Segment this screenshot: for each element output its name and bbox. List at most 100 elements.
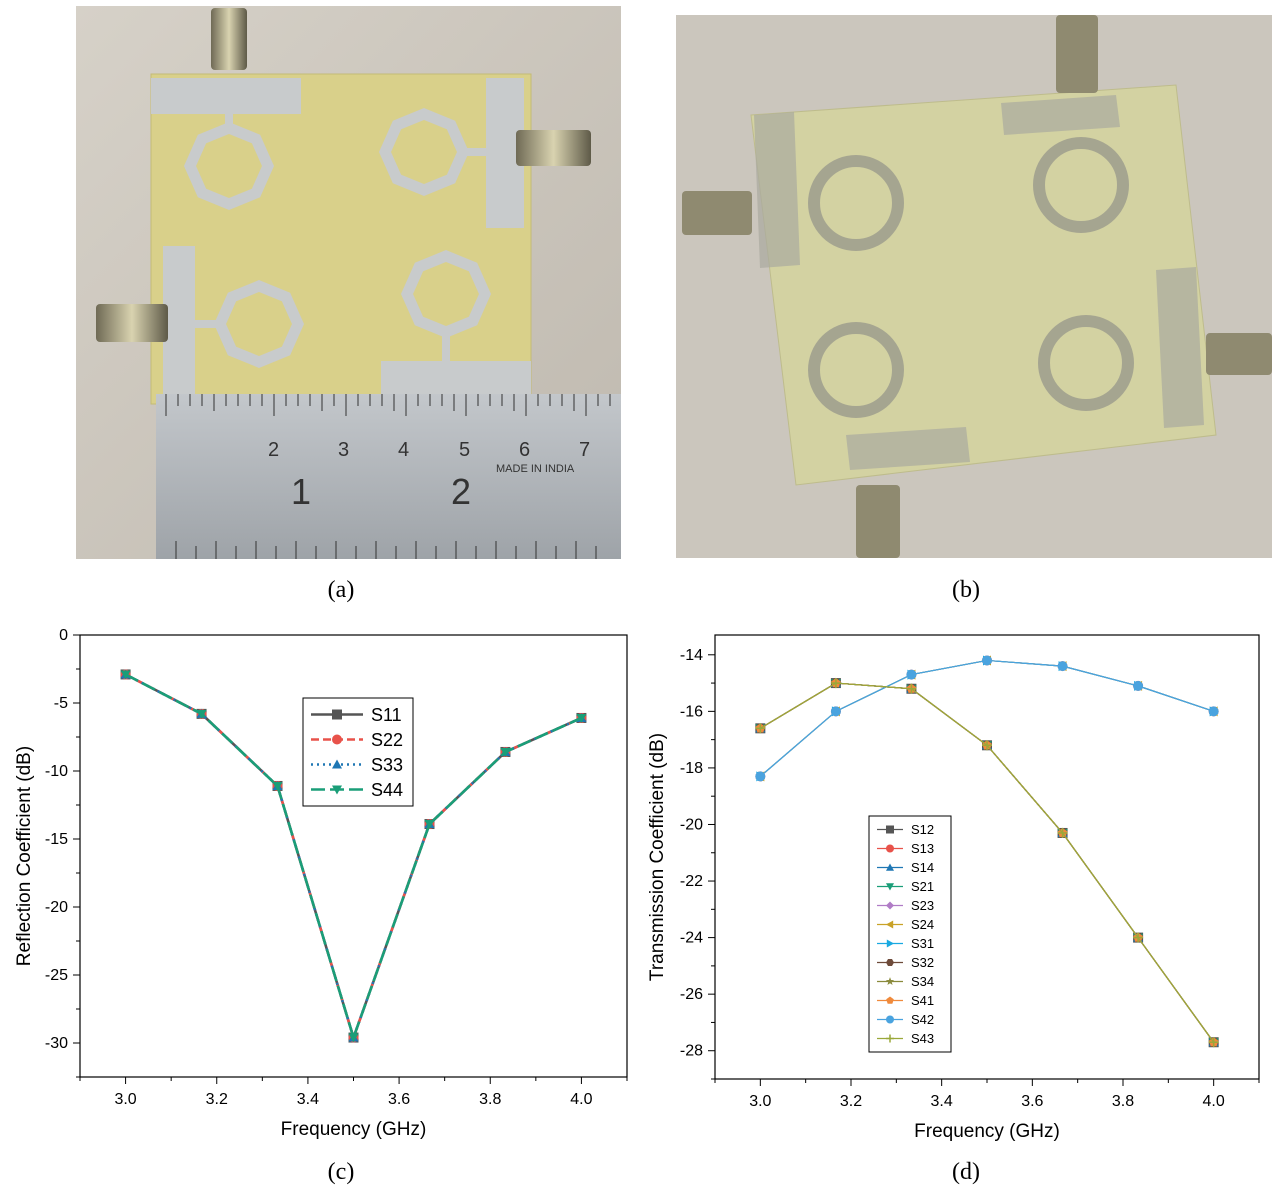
- series-s42: [755, 655, 1219, 782]
- x-axis-label: Frequency (GHz): [281, 1119, 427, 1140]
- ring-3: [213, 280, 305, 368]
- series-s14: [755, 678, 1219, 1047]
- legend-entry: S11: [311, 705, 402, 725]
- series-s13: [755, 655, 1219, 782]
- x-tick-label: 3.4: [297, 1091, 319, 1108]
- series-line: [760, 682, 1215, 1043]
- legend-entry: S31: [877, 936, 934, 951]
- ground-pad-bottom: [381, 361, 531, 395]
- ground-pads-back: [754, 95, 1204, 470]
- photo-antenna-front: 2 3 4 5 6 7 1 2 MADE IN INDIA: [76, 6, 621, 559]
- legend-entry: S33: [311, 755, 403, 775]
- ruler-labels: 2 3 4 5 6 7 1 2 MADE IN INDIA: [268, 439, 590, 512]
- caption-c: (c): [327, 1159, 355, 1185]
- x-tick-label: 3.0: [749, 1093, 771, 1110]
- series-s44: [120, 670, 587, 1043]
- data-point: [886, 825, 894, 834]
- data-point: [500, 747, 511, 757]
- data-point: [332, 759, 342, 769]
- ground-pad-left: [163, 246, 195, 396]
- data-point: [906, 669, 917, 680]
- ruler-number: 4: [398, 439, 409, 461]
- x-tick-label: 3.2: [206, 1091, 228, 1108]
- legend-entry: S13: [877, 841, 934, 856]
- antenna-front-drawing: 2 3 4 5 6 7 1 2 MADE IN INDIA: [76, 6, 621, 559]
- legend-label: S24: [911, 917, 934, 932]
- series-s43: [755, 678, 1219, 1048]
- series-s24: [755, 655, 1218, 782]
- series-line: [760, 682, 1215, 1043]
- legend-label: S12: [911, 822, 934, 837]
- data-point: [1208, 706, 1219, 717]
- data-point: [196, 709, 207, 719]
- series-s21: [755, 679, 1219, 1048]
- x-tick-label: 3.0: [114, 1091, 136, 1108]
- data-point: [1057, 661, 1068, 672]
- data-point: [886, 959, 894, 966]
- data-point: [982, 655, 992, 666]
- series-s31: [756, 655, 1219, 782]
- legend-entry: S44: [311, 780, 403, 800]
- legend-label: S22: [371, 730, 403, 750]
- legend-entry: S34: [877, 974, 934, 989]
- data-point: [348, 1033, 359, 1043]
- caption-d: (d): [952, 1159, 980, 1185]
- y-tick-label: -28: [680, 1043, 703, 1060]
- data-point: [885, 977, 895, 986]
- y-tick-label: -25: [45, 967, 68, 984]
- transmission-chart: 3.0 3.2 3.4 3.6 3.8 4.0 -14 -16 -18 -20 -22 -24 -26 -…: [647, 634, 1260, 1142]
- legend-entry: S23: [877, 898, 934, 913]
- legend-label: S23: [911, 898, 934, 913]
- series-line: [759, 659, 1214, 777]
- ruler-number: 2: [268, 439, 279, 461]
- reflection-chart: 3.0 3.2 3.4 3.6 3.8 4.0 0 -5 -10 -15 -20 -25 -30 Freq…: [14, 627, 628, 1140]
- sma-connector-bottom: [856, 485, 900, 558]
- data-point: [906, 683, 917, 694]
- data-point: [830, 706, 841, 717]
- legend-entry: S43: [877, 1031, 934, 1046]
- x-axis-label: Frequency (GHz): [914, 1121, 1060, 1142]
- ring-2: [378, 108, 470, 196]
- x-tick-label: 3.8: [1112, 1093, 1134, 1110]
- legend-label: S14: [911, 860, 934, 875]
- y-tick-label: -20: [45, 899, 68, 916]
- legend-entry: S42: [877, 1012, 934, 1027]
- data-point: [830, 678, 841, 689]
- series-line: [760, 682, 1215, 1043]
- sma-connector-right: [1206, 333, 1272, 375]
- y-tick-label: 0: [59, 627, 68, 644]
- data-point: [886, 996, 894, 1004]
- plot-frame: [714, 634, 1260, 1080]
- sma-connector-top: [1056, 15, 1098, 93]
- data-point: [886, 863, 894, 871]
- series-line: [760, 682, 1215, 1043]
- data-point: [332, 734, 342, 745]
- pcb-board-back: [750, 84, 1217, 486]
- y-tick-label: -24: [680, 930, 703, 947]
- y-tick-label: -5: [54, 695, 68, 712]
- y-tick-label: -14: [680, 647, 703, 664]
- data-point: [1133, 932, 1144, 943]
- data-point: [982, 740, 992, 751]
- legend-label: S34: [911, 974, 934, 989]
- data-point: [755, 723, 766, 734]
- series-s34: [755, 677, 1219, 1047]
- legend-label: S43: [911, 1031, 934, 1046]
- legend-box: [302, 697, 414, 807]
- series-line: [760, 682, 1215, 1043]
- legend-entry: S14: [877, 860, 934, 875]
- ruler-number: 6: [519, 439, 530, 461]
- data-point: [120, 670, 131, 680]
- data-point: [886, 920, 894, 929]
- x-tick-label: 3.6: [388, 1091, 410, 1108]
- data-point: [886, 939, 894, 948]
- series-s32: [755, 678, 1219, 1047]
- photo-antenna-back: [676, 15, 1272, 558]
- series-s23: [755, 678, 1219, 1048]
- data-point: [886, 901, 894, 910]
- ruler-number: 7: [579, 439, 590, 461]
- data-point: [332, 709, 342, 720]
- data-point: [886, 883, 894, 891]
- legend-label: S42: [911, 1012, 934, 1027]
- legend-label: S11: [371, 705, 402, 725]
